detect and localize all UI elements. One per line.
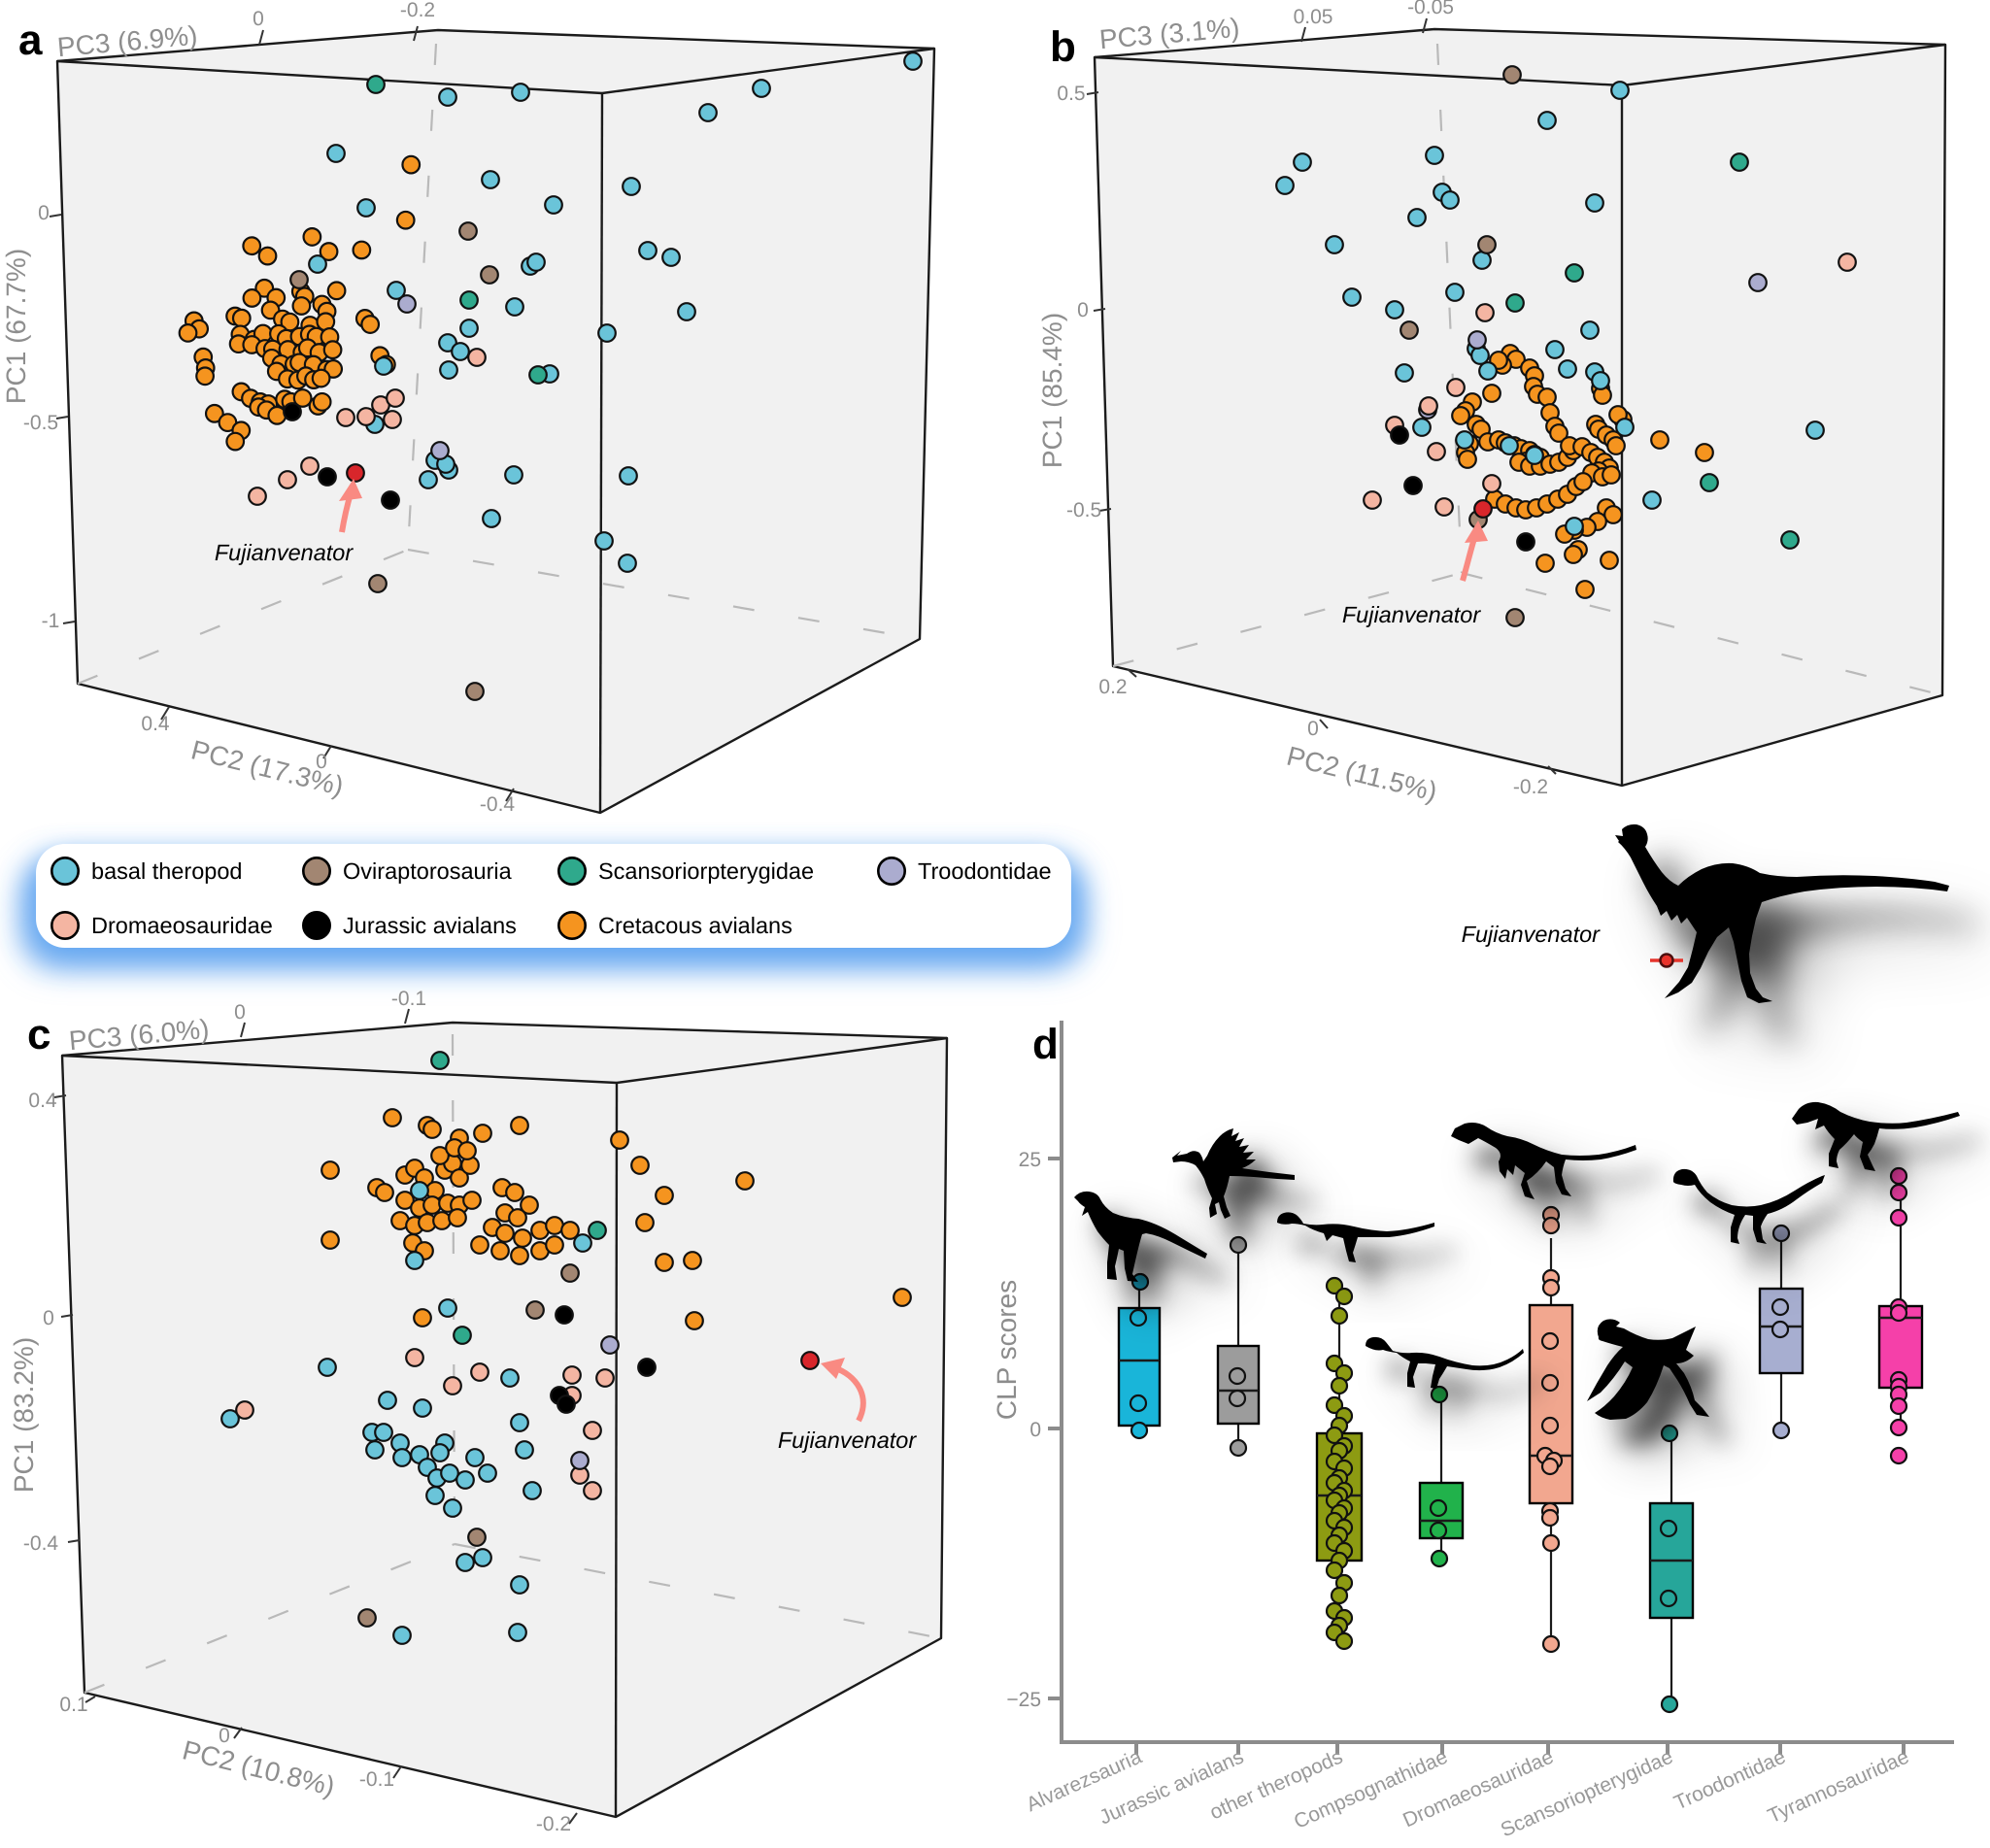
svg-text:-0.4: -0.4 [480,793,516,816]
svg-text:Troodontidae: Troodontidae [918,858,1052,884]
svg-text:d: d [1032,1021,1059,1068]
svg-text:Jurassic avialans: Jurassic avialans [343,913,517,938]
svg-text:0: 0 [219,1725,230,1747]
svg-text:0.5: 0.5 [1057,83,1085,105]
svg-text:-0.4: -0.4 [23,1532,59,1555]
svg-text:Fujianvenator: Fujianvenator [215,540,354,565]
svg-text:Fujianvenator: Fujianvenator [1462,922,1602,947]
svg-text:-0.2: -0.2 [536,1813,571,1835]
svg-text:0: 0 [253,8,264,30]
svg-text:-0.05: -0.05 [1407,0,1454,18]
svg-text:0: 0 [1077,299,1089,321]
svg-text:0: 0 [234,1001,246,1024]
svg-text:-0.2: -0.2 [400,0,435,21]
svg-text:Fujianvenator: Fujianvenator [1342,602,1482,627]
svg-text:0: 0 [1307,718,1319,740]
svg-text:Fujianvenator: Fujianvenator [778,1428,918,1453]
svg-text:-1: -1 [42,610,60,632]
svg-text:25: 25 [1019,1149,1041,1171]
svg-text:-0.5: -0.5 [23,412,58,434]
svg-text:PC1 (85.4%): PC1 (85.4%) [1037,313,1067,468]
svg-text:0: 0 [43,1307,54,1329]
svg-text:Cretacous avialans: Cretacous avialans [598,913,793,938]
svg-text:0: 0 [316,751,327,773]
svg-text:−25: −25 [1006,1689,1041,1711]
svg-text:a: a [18,17,43,64]
svg-text:Oviraptorosauria: Oviraptorosauria [343,858,513,884]
svg-text:b: b [1050,23,1076,71]
svg-text:-0.1: -0.1 [359,1768,394,1791]
svg-text:Scansoriorpterygidae: Scansoriorpterygidae [598,858,814,884]
svg-text:PC1 (67.7%): PC1 (67.7%) [1,249,31,404]
svg-text:Dromaeosauridae: Dromaeosauridae [91,913,273,938]
svg-text:0.4: 0.4 [141,713,170,735]
svg-text:0.4: 0.4 [28,1090,57,1112]
svg-text:0.05: 0.05 [1294,6,1333,28]
svg-text:basal theropod: basal theropod [91,858,242,884]
svg-text:-0.2: -0.2 [1513,776,1548,798]
svg-text:0: 0 [1029,1419,1041,1441]
svg-text:PC1 (83.2%): PC1 (83.2%) [9,1337,39,1493]
svg-text:0.1: 0.1 [59,1694,87,1716]
svg-text:0.2: 0.2 [1098,676,1127,698]
svg-text:CLP scores: CLP scores [992,1280,1022,1420]
svg-text:-0.5: -0.5 [1066,499,1101,521]
svg-text:-0.1: -0.1 [391,988,426,1010]
svg-text:c: c [27,1011,51,1058]
svg-text:0: 0 [38,202,50,224]
